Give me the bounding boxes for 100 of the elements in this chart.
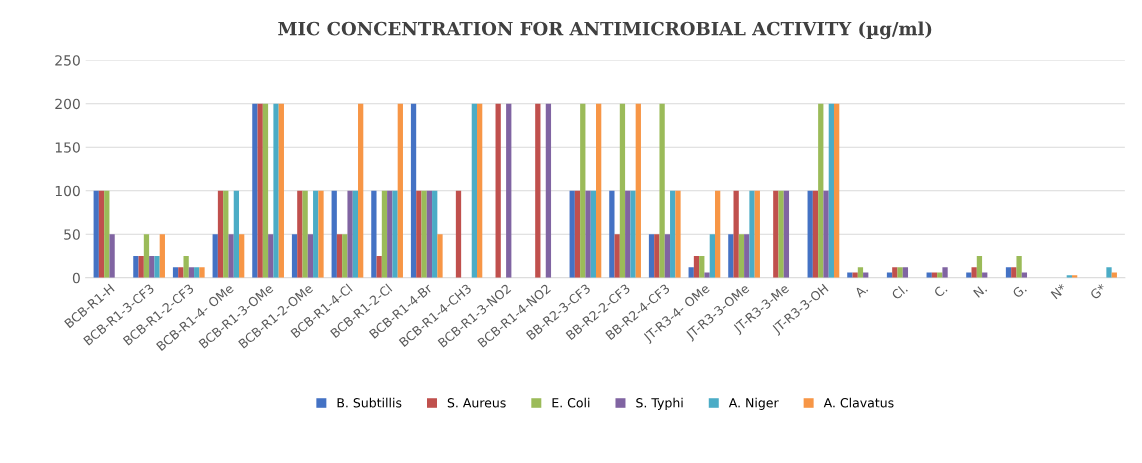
bar xyxy=(648,234,655,278)
bar xyxy=(778,190,784,278)
bar xyxy=(614,234,620,278)
bar xyxy=(807,190,813,278)
bar xyxy=(437,234,443,278)
bar xyxy=(416,190,422,278)
bar xyxy=(574,190,581,278)
bar xyxy=(188,267,195,278)
bar xyxy=(199,267,205,278)
bar xyxy=(93,190,99,278)
bar xyxy=(223,190,229,278)
bar xyxy=(857,267,864,278)
bar xyxy=(659,103,665,278)
bar xyxy=(392,190,398,278)
bar xyxy=(477,103,483,278)
bar xyxy=(754,190,760,278)
bar xyxy=(262,103,269,278)
bar xyxy=(828,103,834,278)
bar xyxy=(212,234,218,278)
bar xyxy=(942,267,948,278)
bar xyxy=(239,234,245,278)
bar xyxy=(495,103,501,278)
bar xyxy=(976,256,983,278)
bar xyxy=(426,190,433,278)
x-tick-label: G* xyxy=(1089,283,1108,300)
bar xyxy=(738,234,745,278)
bar xyxy=(585,190,591,278)
bar xyxy=(376,256,382,278)
bar xyxy=(313,190,319,278)
bar xyxy=(783,190,790,278)
bar xyxy=(421,190,427,278)
bar xyxy=(506,103,512,278)
bar xyxy=(596,103,602,278)
bar xyxy=(625,190,631,278)
bar xyxy=(773,190,779,278)
bar xyxy=(98,190,105,278)
bar xyxy=(455,190,462,278)
bar xyxy=(590,190,596,278)
bar xyxy=(143,234,150,278)
bar xyxy=(381,190,388,278)
chart-title: MIC CONCENTRATION FOR ANTIMICROBIAL ACTIVITY (µg/ml) xyxy=(278,21,932,40)
bar xyxy=(347,190,353,278)
x-tick-label: A. xyxy=(853,283,869,298)
bar xyxy=(471,103,478,278)
bar xyxy=(709,234,715,278)
x-tick-label: C. xyxy=(933,283,948,298)
bar xyxy=(609,190,615,278)
bar xyxy=(535,103,541,278)
bar xyxy=(818,103,824,278)
bar xyxy=(892,267,898,278)
x-tick-label: Cl. xyxy=(890,283,908,301)
y-tick-label: 200 xyxy=(55,98,80,110)
bar xyxy=(178,267,184,278)
bar xyxy=(172,267,179,278)
bar xyxy=(273,103,279,278)
bar xyxy=(278,103,284,278)
bar xyxy=(154,256,160,278)
bar xyxy=(194,267,200,278)
bar xyxy=(252,103,258,278)
bar xyxy=(371,190,377,278)
bar xyxy=(619,103,626,278)
bar xyxy=(902,267,909,278)
bar xyxy=(358,103,364,278)
bar xyxy=(569,190,575,278)
bar xyxy=(545,103,552,278)
bar xyxy=(109,234,115,278)
bar xyxy=(336,234,343,278)
bar xyxy=(432,190,438,278)
legend-label: B. Subtillis xyxy=(337,397,402,408)
y-tick-label: 250 xyxy=(55,55,80,66)
bar xyxy=(318,190,324,278)
bar xyxy=(331,190,337,278)
bar xyxy=(715,190,721,278)
bar xyxy=(104,190,110,278)
bar xyxy=(149,256,155,278)
y-tick-label: 0 xyxy=(72,272,80,284)
bar xyxy=(675,190,681,278)
bar xyxy=(159,234,165,278)
x-tick-label: N. xyxy=(973,283,988,298)
bar xyxy=(654,234,660,278)
bar xyxy=(183,256,189,278)
bar xyxy=(352,190,359,278)
bar xyxy=(744,234,750,278)
bar xyxy=(257,103,263,278)
bar xyxy=(233,190,240,278)
bar xyxy=(630,190,636,278)
bar xyxy=(228,234,234,278)
bar xyxy=(823,190,829,278)
bar xyxy=(693,256,700,278)
bar xyxy=(1106,267,1112,278)
bar xyxy=(699,256,705,278)
bar xyxy=(133,256,139,278)
bar xyxy=(268,234,274,278)
bar xyxy=(1011,267,1017,278)
x-tick-label: G. xyxy=(1011,283,1027,299)
bar xyxy=(749,190,755,278)
x-tick-label: N* xyxy=(1050,283,1068,300)
y-tick-label: 50 xyxy=(64,229,80,240)
bar xyxy=(664,234,671,278)
bar xyxy=(138,256,144,278)
